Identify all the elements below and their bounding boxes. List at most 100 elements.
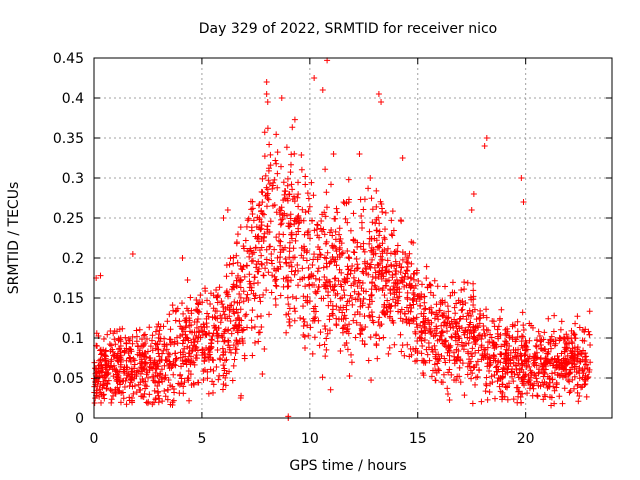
data-point bbox=[188, 382, 195, 389]
data-point bbox=[442, 337, 449, 344]
data-point bbox=[187, 294, 194, 301]
data-point bbox=[523, 346, 530, 353]
data-point bbox=[409, 297, 416, 304]
data-point bbox=[295, 212, 302, 219]
data-point bbox=[419, 343, 426, 350]
data-point bbox=[230, 362, 237, 369]
data-point bbox=[467, 367, 474, 374]
data-point bbox=[275, 237, 282, 244]
data-point bbox=[332, 275, 339, 282]
data-point bbox=[214, 299, 221, 306]
data-point bbox=[130, 390, 137, 397]
data-point bbox=[533, 375, 540, 382]
data-point bbox=[427, 325, 434, 332]
data-point bbox=[420, 357, 427, 364]
data-point bbox=[381, 247, 388, 254]
data-point bbox=[534, 393, 541, 400]
data-point bbox=[113, 371, 120, 378]
data-point bbox=[288, 263, 295, 270]
data-point bbox=[166, 336, 173, 343]
data-point bbox=[329, 306, 336, 313]
data-point bbox=[239, 327, 246, 334]
data-point bbox=[215, 292, 222, 299]
data-point bbox=[116, 368, 123, 375]
data-point bbox=[498, 343, 505, 350]
data-point bbox=[509, 321, 516, 328]
data-point bbox=[459, 360, 466, 367]
data-point bbox=[428, 319, 435, 326]
data-point bbox=[495, 357, 502, 364]
data-point bbox=[523, 357, 530, 364]
data-point bbox=[430, 292, 437, 299]
data-point bbox=[342, 215, 349, 222]
data-point bbox=[394, 242, 401, 249]
data-point bbox=[517, 399, 524, 406]
data-point bbox=[320, 264, 327, 271]
data-point bbox=[159, 350, 166, 357]
data-point bbox=[522, 337, 529, 344]
data-point bbox=[532, 342, 539, 349]
data-point bbox=[367, 175, 374, 181]
data-point bbox=[315, 265, 322, 272]
data-point bbox=[547, 379, 554, 386]
data-point bbox=[251, 274, 258, 281]
data-point bbox=[220, 215, 227, 221]
data-point bbox=[446, 344, 453, 351]
data-point bbox=[271, 246, 278, 253]
data-point bbox=[412, 345, 419, 352]
data-point bbox=[345, 254, 352, 261]
data-point bbox=[339, 329, 346, 336]
data-point bbox=[191, 361, 198, 368]
data-point bbox=[522, 342, 529, 349]
x-axis-label: GPS time / hours bbox=[289, 458, 406, 474]
data-point bbox=[410, 295, 417, 302]
data-point bbox=[568, 364, 575, 371]
data-point bbox=[209, 333, 216, 340]
data-point bbox=[344, 219, 351, 226]
data-point bbox=[309, 350, 316, 357]
data-point bbox=[248, 325, 255, 332]
data-point bbox=[301, 231, 308, 238]
data-point bbox=[558, 318, 565, 325]
data-point bbox=[447, 292, 454, 299]
data-point bbox=[374, 355, 381, 362]
data-point bbox=[264, 229, 271, 236]
data-point bbox=[223, 273, 230, 280]
data-point bbox=[572, 363, 579, 370]
data-point bbox=[526, 320, 533, 327]
data-point bbox=[397, 269, 404, 276]
data-point bbox=[342, 315, 349, 322]
data-point bbox=[373, 187, 380, 194]
data-point bbox=[439, 329, 446, 336]
data-point bbox=[244, 324, 251, 331]
data-point bbox=[234, 259, 241, 266]
data-point bbox=[205, 390, 212, 397]
data-point bbox=[268, 257, 275, 264]
data-point bbox=[231, 298, 238, 305]
data-point bbox=[544, 373, 551, 380]
data-point bbox=[404, 259, 411, 266]
data-point bbox=[392, 271, 399, 278]
data-point bbox=[366, 312, 373, 319]
data-point bbox=[133, 369, 140, 376]
data-point bbox=[179, 300, 186, 307]
data-point bbox=[421, 336, 428, 343]
data-point bbox=[431, 277, 438, 284]
data-point bbox=[347, 227, 354, 234]
data-point bbox=[193, 297, 200, 304]
data-point bbox=[574, 355, 581, 362]
data-point bbox=[422, 315, 429, 322]
data-point bbox=[332, 228, 339, 235]
data-point bbox=[184, 276, 191, 283]
data-point bbox=[181, 379, 188, 386]
data-point bbox=[344, 271, 351, 278]
data-point bbox=[544, 384, 551, 391]
data-point bbox=[261, 345, 268, 352]
data-point bbox=[257, 312, 264, 319]
data-point bbox=[268, 289, 275, 296]
data-point bbox=[99, 356, 106, 363]
data-point bbox=[528, 369, 535, 376]
data-point bbox=[188, 307, 195, 314]
data-point bbox=[504, 325, 511, 332]
data-point bbox=[406, 353, 413, 360]
